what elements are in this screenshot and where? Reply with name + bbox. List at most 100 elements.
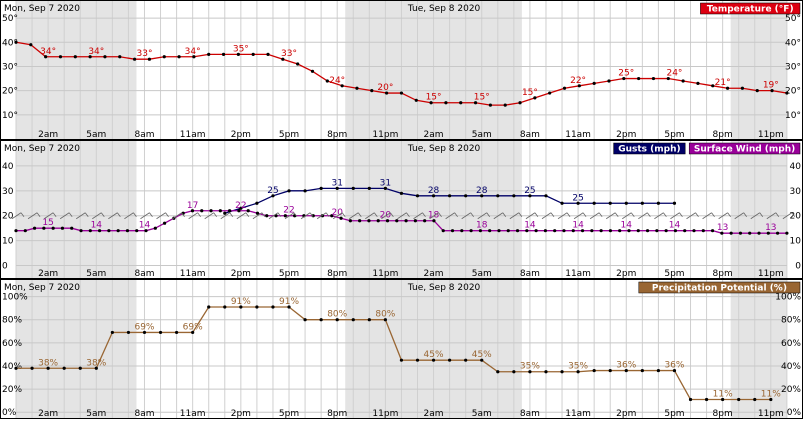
wind-barb bbox=[156, 212, 166, 220]
date-label: Mon, Sep 7 2020 bbox=[4, 4, 80, 14]
wind-barb-flag bbox=[293, 212, 298, 217]
wind-barb-flag bbox=[20, 212, 25, 217]
data-point bbox=[576, 370, 580, 374]
data-point bbox=[265, 214, 269, 218]
data-point bbox=[200, 209, 204, 213]
wind-barb-flag bbox=[84, 212, 89, 217]
wind-barb-flag bbox=[775, 212, 780, 217]
data-label: 24° bbox=[329, 76, 345, 86]
data-point bbox=[177, 55, 181, 59]
data-point bbox=[310, 69, 315, 73]
y-tick-label-left: 20 bbox=[2, 212, 14, 222]
wind-barb-flag bbox=[341, 212, 346, 217]
data-label: 69% bbox=[134, 322, 154, 332]
y-tick-label-left: 80% bbox=[2, 316, 22, 326]
data-point bbox=[755, 89, 759, 93]
wind-barb-flag bbox=[325, 212, 330, 217]
data-point bbox=[218, 209, 222, 213]
data-point bbox=[683, 229, 687, 233]
data-point bbox=[480, 358, 484, 362]
data-label: 91% bbox=[231, 297, 251, 307]
data-point bbox=[488, 103, 492, 107]
wind-barb bbox=[108, 212, 118, 220]
data-point bbox=[30, 366, 34, 370]
data-point bbox=[496, 370, 500, 374]
y-tick-label-left: 40° bbox=[2, 38, 18, 48]
data-point bbox=[672, 368, 677, 373]
data-label: 19° bbox=[763, 81, 779, 91]
data-point bbox=[618, 229, 622, 233]
data-point bbox=[560, 370, 564, 374]
data-point bbox=[73, 55, 77, 59]
wind-barb-flag bbox=[518, 212, 523, 217]
data-point bbox=[383, 318, 387, 322]
wind-barb-flag bbox=[695, 212, 699, 217]
data-point bbox=[721, 397, 725, 402]
wind-barb bbox=[365, 212, 375, 220]
wind-barb-flag bbox=[261, 212, 266, 217]
data-point bbox=[296, 62, 300, 66]
wind-barb bbox=[300, 212, 311, 220]
wind-barb-flag bbox=[438, 212, 442, 217]
y-tick-label-right: 20° bbox=[785, 87, 801, 97]
data-point bbox=[46, 366, 50, 370]
data-point bbox=[432, 219, 436, 223]
data-point bbox=[503, 103, 507, 107]
data-point bbox=[656, 368, 661, 373]
x-tick-label: 5pm bbox=[664, 130, 684, 140]
wind-barb bbox=[124, 212, 134, 220]
x-tick-label: 11am bbox=[565, 130, 591, 140]
y-tick-label-right: 20 bbox=[790, 212, 802, 222]
date-label: Tue, Sep 8 2020 bbox=[407, 144, 481, 154]
y-tick-label-right: 80% bbox=[781, 316, 801, 326]
data-point bbox=[592, 201, 596, 205]
x-tick-label: 8am bbox=[520, 409, 540, 419]
y-tick-label-left: 30° bbox=[2, 62, 18, 72]
wind-barb-flag bbox=[149, 212, 153, 217]
data-point bbox=[704, 397, 709, 402]
data-point bbox=[488, 229, 492, 233]
wind-barb-flag bbox=[727, 212, 731, 217]
wind-barb bbox=[718, 212, 728, 220]
wind-barb bbox=[332, 212, 343, 220]
data-label: 36% bbox=[664, 361, 684, 371]
data-point bbox=[399, 91, 404, 95]
wind-barb bbox=[43, 212, 54, 220]
data-point bbox=[395, 219, 399, 223]
data-point bbox=[729, 231, 733, 235]
wind-barb bbox=[27, 212, 38, 220]
data-point bbox=[562, 86, 567, 90]
data-point bbox=[126, 330, 131, 335]
data-point bbox=[441, 229, 445, 233]
data-point bbox=[255, 201, 259, 205]
night-band bbox=[730, 141, 787, 279]
date-label: Tue, Sep 8 2020 bbox=[407, 283, 481, 293]
data-point bbox=[144, 229, 148, 233]
data-label: 31 bbox=[380, 178, 391, 188]
data-point bbox=[60, 226, 65, 230]
data-point bbox=[737, 397, 741, 402]
night-band bbox=[730, 280, 787, 419]
legend-label: Temperature (°F) bbox=[707, 5, 794, 15]
x-tick-label: 11pm bbox=[758, 409, 784, 419]
data-point bbox=[237, 209, 241, 213]
data-point bbox=[496, 194, 500, 198]
x-tick-label: 8pm bbox=[327, 130, 347, 140]
wind-barb bbox=[782, 212, 793, 220]
x-tick-label: 2am bbox=[38, 269, 58, 279]
data-label: 17 bbox=[187, 201, 198, 211]
data-point bbox=[785, 231, 789, 235]
data-label: 38% bbox=[86, 358, 106, 368]
data-point bbox=[88, 229, 92, 233]
wind-barb bbox=[509, 212, 520, 220]
data-label: 38% bbox=[38, 358, 58, 368]
data-label: 45% bbox=[472, 350, 492, 360]
data-point bbox=[645, 229, 650, 233]
y-tick-label-left: 0% bbox=[2, 408, 17, 418]
y-tick-label-left: 100% bbox=[2, 293, 28, 303]
y-tick-label-left: 40% bbox=[2, 362, 22, 372]
data-point bbox=[701, 229, 705, 233]
data-label: 14 bbox=[524, 221, 536, 231]
wind-barb-flag bbox=[502, 212, 507, 217]
data-point bbox=[367, 318, 371, 322]
